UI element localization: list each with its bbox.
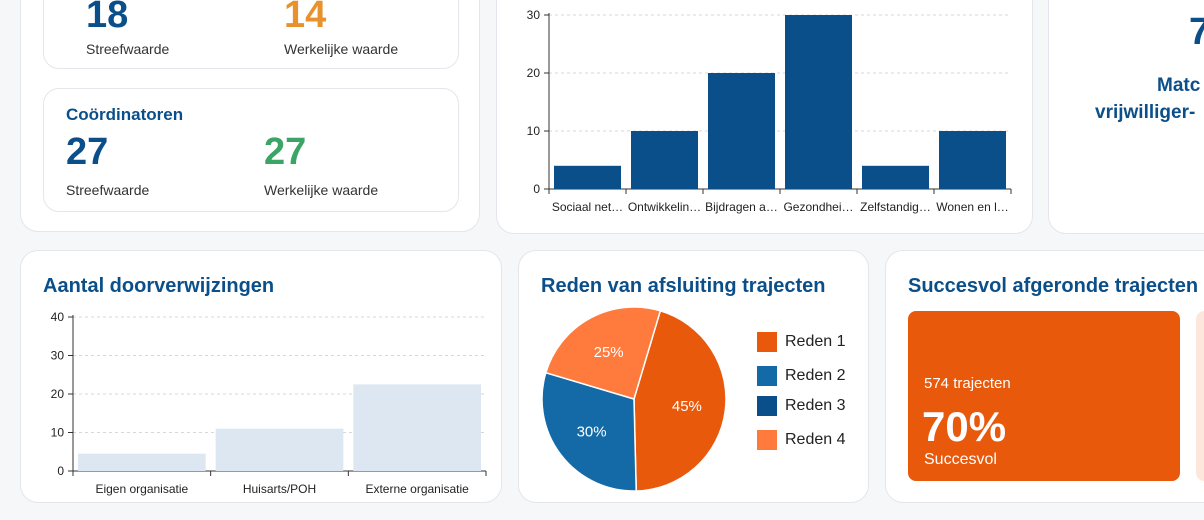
coordinatoren-streef-label: Streefwaarde <box>66 182 150 198</box>
afsluiting-card: Reden van afsluiting trajecten 45% 30% 25%… <box>518 250 869 503</box>
coordinatoren-werkelijk-label: Werkelijke waarde <box>264 182 379 198</box>
pie-slice-label: 30% <box>577 423 607 440</box>
match-partial-card: 7 Matc vrijwilliger- <box>1048 0 1204 234</box>
match-partial-line1: Matc <box>1157 75 1201 96</box>
secondary-partial-box <box>1196 311 1204 481</box>
x-tick-label: Sociaal net… <box>552 200 623 214</box>
category-bar-chart: 0 10 20 30 Sociaal net… Ontwikkelin… Bijdragen… <box>527 8 1012 214</box>
legend-swatch <box>757 332 777 352</box>
y-tick-label: 0 <box>533 182 540 196</box>
x-tick-label: Gezondhei… <box>783 200 853 214</box>
succesvol-status-label: Succesvol <box>924 451 997 468</box>
doorverwijzingen-bar-chart: 0 10 20 30 40 Eigen organisatie Huisarts/POH Ex… <box>51 310 487 496</box>
bar <box>708 73 775 189</box>
y-tick-label: 30 <box>527 8 541 22</box>
category-bar-chart-card: 0 10 20 30 Sociaal net… Ontwikkelin… Bijdragen… <box>496 0 1033 234</box>
coordinatoren-streef-value: 27 <box>66 131 109 173</box>
target-kpi-card: 18 14 Streefwaarde Werkelijke waarde <box>43 0 459 69</box>
y-tick-label: 20 <box>51 387 65 401</box>
y-tick-label: 20 <box>527 66 541 80</box>
succesvol-title: Succesvol afgeronde trajecten <box>908 275 1199 297</box>
pie-slice <box>541 371 637 492</box>
coordinatoren-kpi-card: Coördinatoren 27 27 Streefwaarde Werkeli… <box>43 88 459 212</box>
bar <box>353 384 481 471</box>
legend-item: Reden 4 <box>757 429 846 451</box>
y-tick-label: 0 <box>57 464 64 478</box>
bar <box>554 165 621 189</box>
y-tick-label: 10 <box>51 426 65 440</box>
succesvol-count: 574 trajecten <box>924 375 1011 392</box>
x-tick-label: Bijdragen a… <box>705 200 778 214</box>
x-tick-label: Ontwikkelin… <box>628 200 701 214</box>
succesvol-percent: 70% <box>922 403 1007 450</box>
succesvol-box: 574 trajecten 70% Succesvol <box>908 311 1180 481</box>
pie-slice <box>544 306 662 400</box>
legend-item: Reden 1 <box>757 331 846 353</box>
x-tick-label: Zelfstandig… <box>860 200 931 214</box>
match-partial-number: 7 <box>1189 11 1204 54</box>
bar <box>78 453 206 471</box>
legend-label: Reden 3 <box>785 397 846 414</box>
pie-slice <box>633 309 727 492</box>
legend-label: Reden 2 <box>785 367 846 384</box>
legend-swatch <box>757 366 777 386</box>
bar <box>631 131 698 189</box>
x-tick-label: Wonen en l… <box>936 200 1009 214</box>
target-streef-value: 18 <box>86 0 129 36</box>
coordinatoren-title: Coördinatoren <box>66 105 184 124</box>
bar <box>939 131 1006 189</box>
pie-slice-label: 45% <box>672 398 702 415</box>
afsluiting-title: Reden van afsluiting trajecten <box>541 275 826 297</box>
target-streef-label: Streefwaarde <box>86 41 170 57</box>
afsluiting-pie-chart: 45% 30% 25% <box>541 306 727 492</box>
bar <box>215 428 344 471</box>
x-tick-label: Externe organisatie <box>365 482 469 496</box>
legend-item: Reden 2 <box>757 365 846 387</box>
target-werkelijk-value: 14 <box>284 0 327 36</box>
y-tick-label: 40 <box>51 310 65 324</box>
doorverwijzingen-card: Aantal doorverwijzingen 0 10 20 30 40 Eigen o… <box>20 250 502 503</box>
legend-label: Reden 4 <box>785 431 846 448</box>
legend-swatch <box>757 430 777 450</box>
doorverwijzingen-title: Aantal doorverwijzingen <box>43 275 275 297</box>
legend-item: Reden 3 <box>757 395 846 417</box>
legend-swatch <box>757 396 777 416</box>
x-tick-label: Eigen organisatie <box>95 482 188 496</box>
y-tick-label: 10 <box>527 124 541 138</box>
x-tick-label: Huisarts/POH <box>243 482 316 496</box>
bar <box>862 165 929 189</box>
match-partial-line2: vrijwilliger- <box>1095 102 1196 123</box>
kpi-container-card: 18 14 Streefwaarde Werkelijke waarde Coö… <box>20 0 480 232</box>
bar <box>785 15 852 189</box>
legend-label: Reden 1 <box>785 333 846 350</box>
y-tick-label: 30 <box>51 349 65 363</box>
pie-slice-label: 25% <box>594 344 624 361</box>
succesvol-card: Succesvol afgeronde trajecten 574 trajec… <box>885 250 1204 503</box>
target-werkelijk-label: Werkelijke waarde <box>284 41 399 57</box>
coordinatoren-werkelijk-value: 27 <box>264 131 307 173</box>
